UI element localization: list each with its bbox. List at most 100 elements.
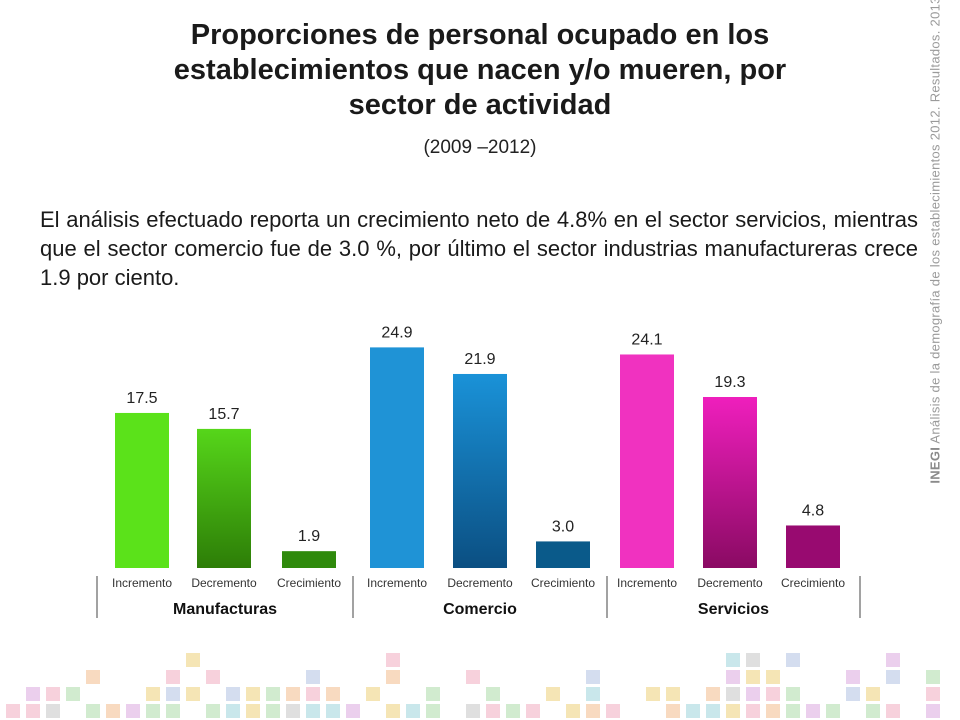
group-label-manufacturas: Manufacturas [173, 601, 277, 618]
bar-comercio-incremento [370, 347, 424, 568]
category-label: Decremento [447, 576, 513, 590]
mosaic-tile [206, 670, 220, 684]
mosaic-tile [826, 704, 840, 718]
bar-comercio-decremento [453, 373, 507, 568]
data-label: 21.9 [464, 351, 495, 368]
mosaic-tile [226, 704, 240, 718]
category-label: Crecimiento [781, 576, 845, 590]
mosaic-tile [886, 704, 900, 718]
category-label: Decremento [697, 576, 763, 590]
mosaic-tile [746, 687, 760, 701]
mosaic-tile [6, 704, 20, 718]
mosaic-tile [766, 670, 780, 684]
mosaic-tile [66, 687, 80, 701]
mosaic-tile [746, 670, 760, 684]
mosaic-tile [186, 687, 200, 701]
group-label-servicios: Servicios [698, 601, 769, 618]
mosaic-tile [266, 704, 280, 718]
mosaic-tile [926, 687, 940, 701]
data-label: 17.5 [126, 390, 157, 407]
mosaic-tile [426, 704, 440, 718]
bar-servicios-crecimiento [786, 525, 840, 568]
mosaic-tile [286, 687, 300, 701]
page-title: Proporciones de personal ocupado en los … [173, 19, 787, 121]
mosaic-tile [146, 704, 160, 718]
mosaic-tile [226, 687, 240, 701]
mosaic-tile [146, 687, 160, 701]
mosaic-tile [586, 704, 600, 718]
mosaic-tile [46, 687, 60, 701]
mosaic-tile [166, 704, 180, 718]
mosaic-tile [126, 704, 140, 718]
mosaic-tile [306, 704, 320, 718]
mosaic-tile [766, 687, 780, 701]
mosaic-tile [386, 704, 400, 718]
mosaic-tile [806, 704, 820, 718]
data-label: 24.9 [381, 324, 412, 341]
mosaic-tile [926, 670, 940, 684]
mosaic-tile [266, 687, 280, 701]
mosaic-tile [306, 670, 320, 684]
bar-servicios-decremento [703, 397, 757, 568]
mosaic-tile [726, 670, 740, 684]
mosaic-tile [786, 704, 800, 718]
mosaic-tile [886, 653, 900, 667]
category-label: Crecimiento [277, 576, 341, 590]
mosaic-tile [786, 653, 800, 667]
mosaic-tile [606, 704, 620, 718]
mosaic-tile [246, 687, 260, 701]
mosaic-tile [346, 704, 360, 718]
mosaic-tile [286, 704, 300, 718]
mosaic-tile [486, 687, 500, 701]
mosaic-tile [166, 687, 180, 701]
page-subtitle: (2009 –2012) [423, 137, 537, 158]
mosaic-tile [926, 704, 940, 718]
mosaic-tile [646, 687, 660, 701]
mosaic-tile [566, 704, 580, 718]
bar-manufacturas-crecimiento [282, 551, 336, 568]
mosaic-tile [766, 704, 780, 718]
category-label: Crecimiento [531, 576, 595, 590]
mosaic-tile [726, 687, 740, 701]
mosaic-tile [406, 704, 420, 718]
data-label: 24.1 [631, 331, 662, 348]
mosaic-tile [246, 704, 260, 718]
mosaic-tile [426, 687, 440, 701]
mosaic-tile [706, 687, 720, 701]
mosaic-tile [746, 704, 760, 718]
mosaic-tile [466, 670, 480, 684]
mosaic-tile [586, 687, 600, 701]
mosaic-tile [846, 687, 860, 701]
category-label: Decremento [191, 576, 257, 590]
analysis-paragraph: El análisis efectuado reporta un crecimi… [40, 207, 918, 290]
data-label: 4.8 [802, 502, 824, 519]
mosaic-tile [846, 670, 860, 684]
mosaic-tile [706, 704, 720, 718]
mosaic-tile [526, 704, 540, 718]
mosaic-tile [26, 687, 40, 701]
category-label: Incremento [617, 576, 677, 590]
bar-servicios-incremento [620, 354, 674, 568]
mosaic-tile [326, 687, 340, 701]
mosaic-tile [26, 704, 40, 718]
category-label: Incremento [367, 576, 427, 590]
mosaic-tile [546, 687, 560, 701]
mosaic-tile [106, 704, 120, 718]
bar-manufacturas-decremento [197, 428, 251, 568]
mosaic-tile [886, 670, 900, 684]
mosaic-tile [326, 704, 340, 718]
group-label-comercio: Comercio [443, 601, 517, 618]
data-label: 19.3 [714, 374, 745, 391]
mosaic-tile [386, 653, 400, 667]
mosaic-tile [726, 653, 740, 667]
category-label: Incremento [112, 576, 172, 590]
mosaic-tile [506, 704, 520, 718]
mosaic-tile [786, 687, 800, 701]
mosaic-tile [46, 704, 60, 718]
mosaic-tile [206, 704, 220, 718]
bar-manufacturas-incremento [115, 412, 169, 568]
data-label: 3.0 [552, 518, 574, 535]
mosaic-tile [86, 704, 100, 718]
mosaic-tile [306, 687, 320, 701]
mosaic-tile [686, 704, 700, 718]
